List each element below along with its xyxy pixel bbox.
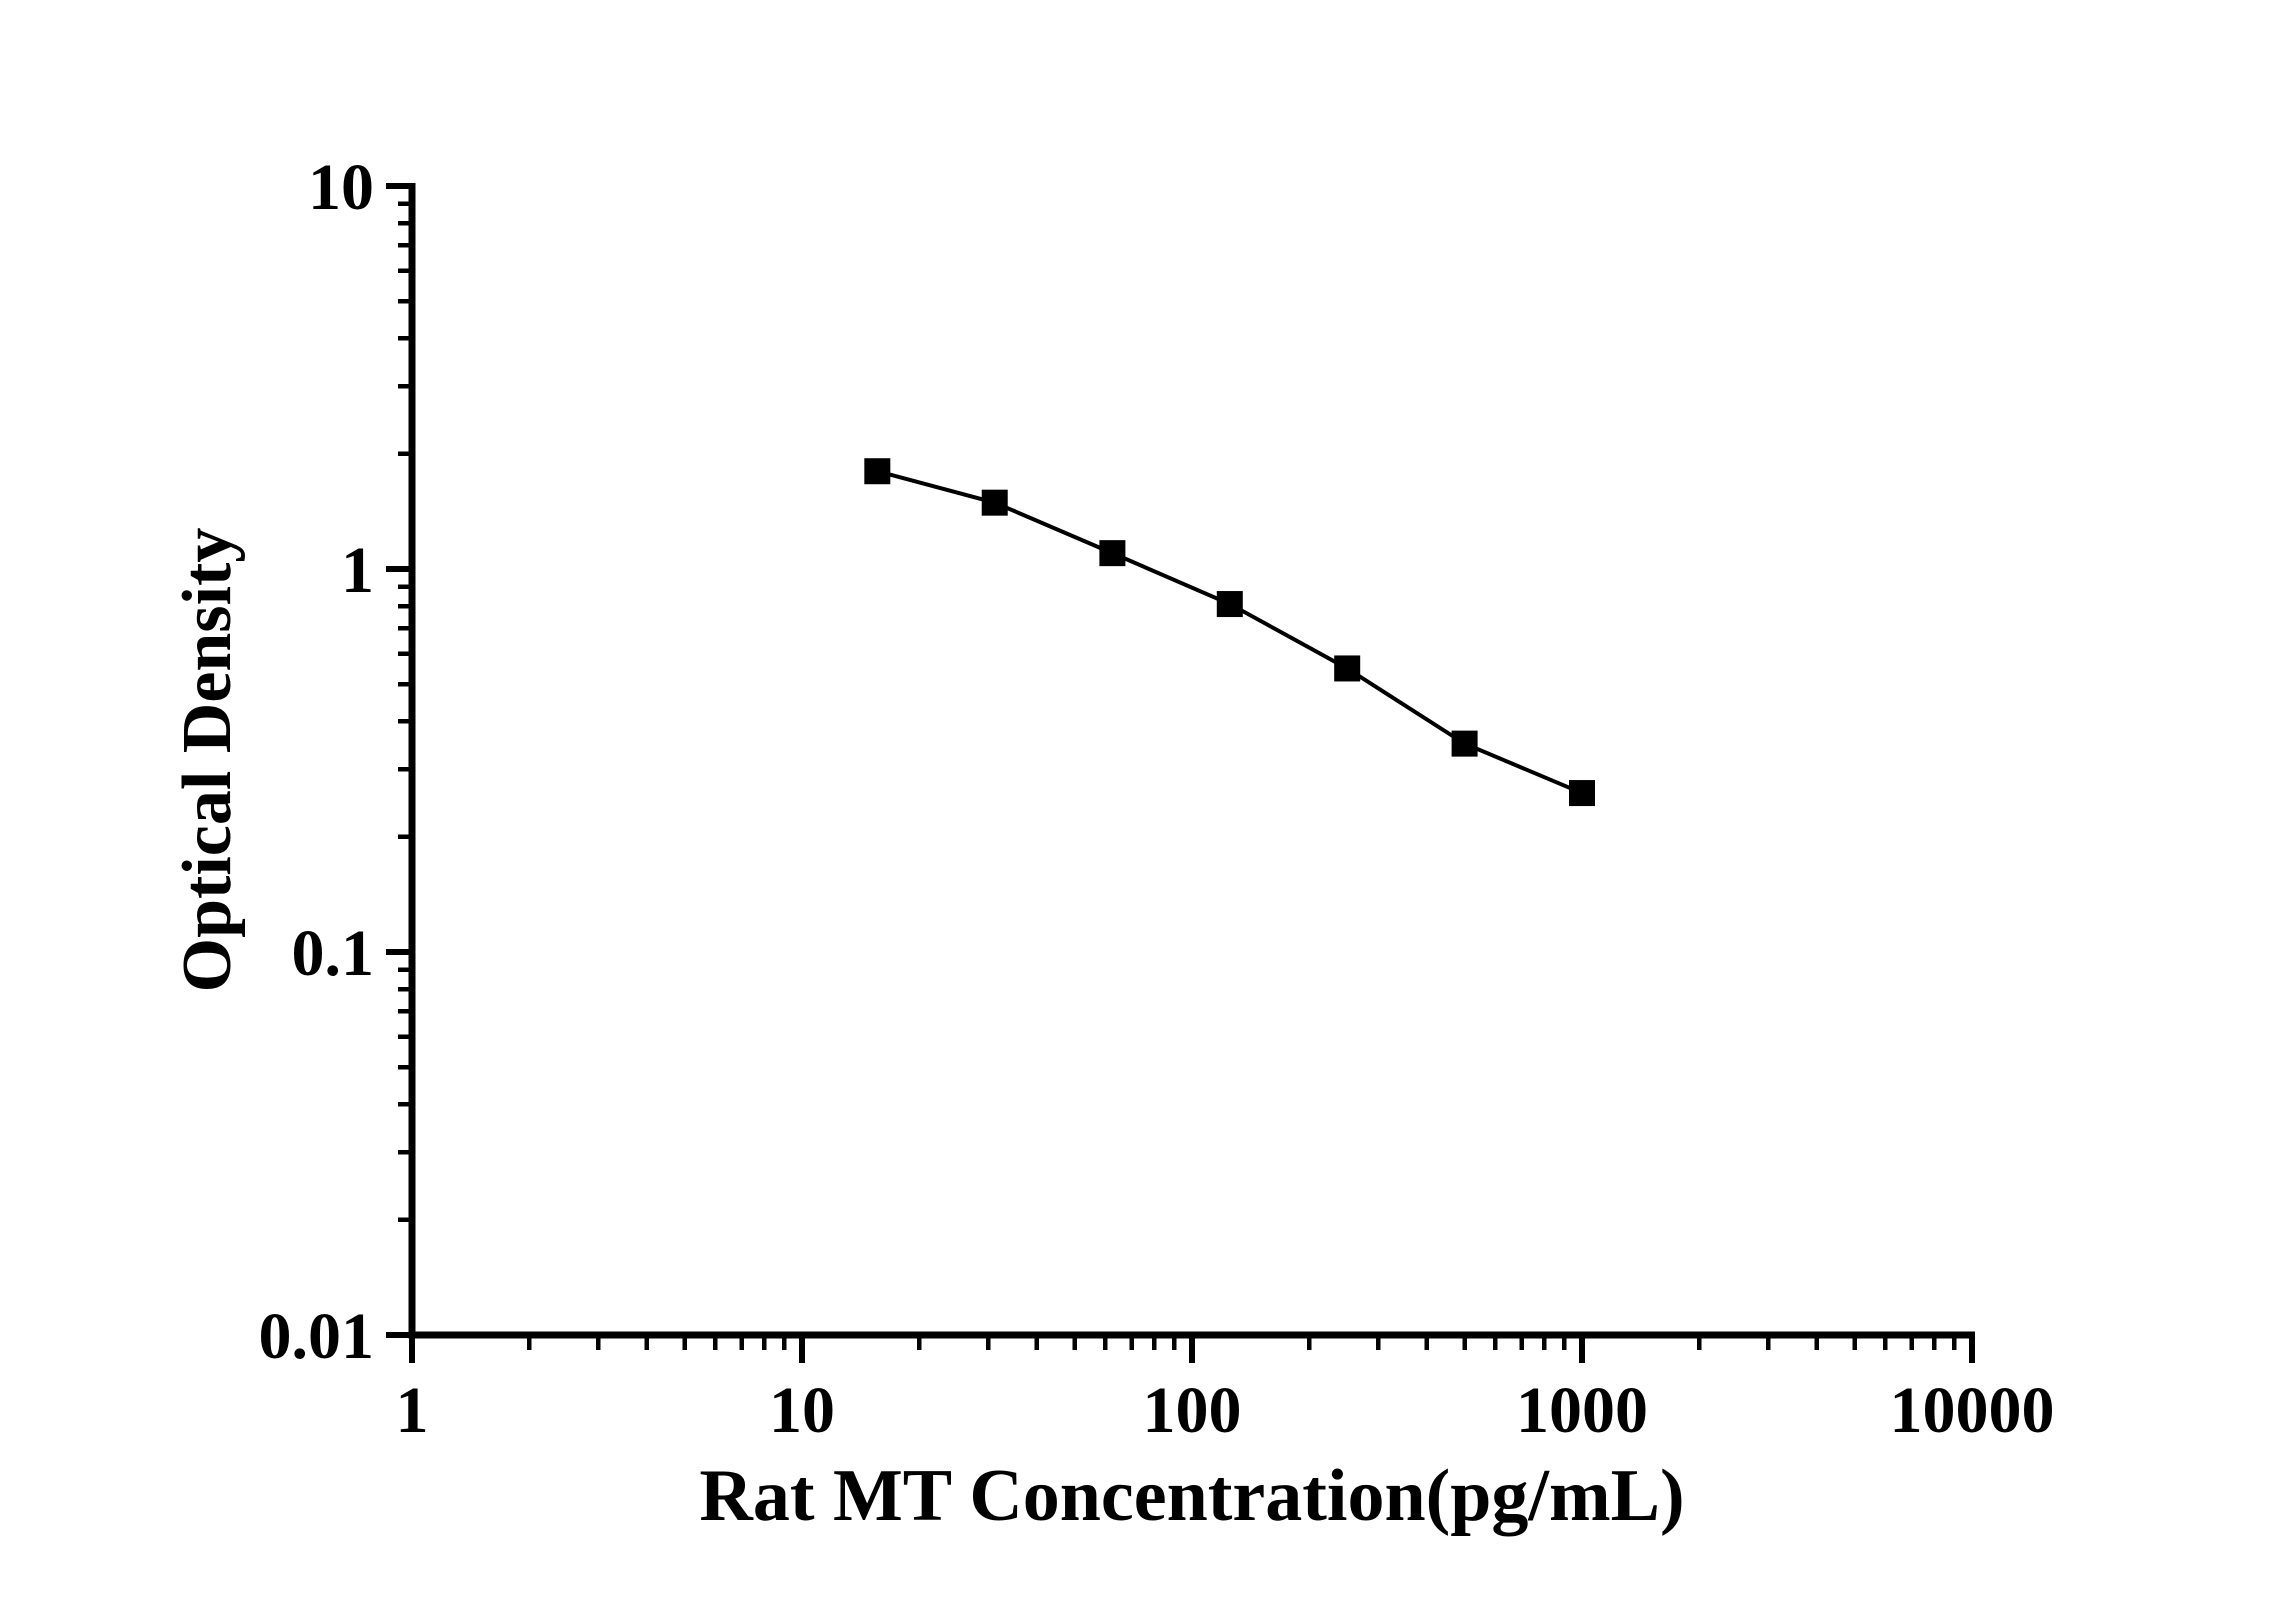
data-point-marker bbox=[1099, 540, 1126, 567]
x-tick-label: 100 bbox=[1143, 1374, 1242, 1447]
axis-titles: Rat MT Concentration(pg/mL) Optical Dens… bbox=[169, 528, 1685, 1537]
y-tick-label: 1 bbox=[341, 534, 374, 607]
y-axis-title: Optical Density bbox=[169, 528, 246, 993]
axes-layer: 10 1 0.1 0.01 1 10 100 1000 10000 bbox=[259, 151, 2055, 1447]
x-tick-label: 10000 bbox=[1890, 1374, 2055, 1447]
y-tick-label: 10 bbox=[308, 151, 374, 224]
y-tick-label: 0.01 bbox=[259, 1300, 375, 1373]
x-axis-title: Rat MT Concentration(pg/mL) bbox=[699, 1455, 1684, 1537]
data-point-marker bbox=[864, 458, 891, 485]
data-point-marker bbox=[981, 489, 1008, 516]
x-tick-label: 1000 bbox=[1516, 1374, 1648, 1447]
data-point-marker bbox=[1569, 780, 1595, 807]
data-point-marker bbox=[1451, 730, 1478, 757]
data-point-marker bbox=[1334, 655, 1361, 682]
x-tick-label: 10 bbox=[769, 1374, 835, 1447]
data-series-layer bbox=[864, 458, 1595, 807]
data-point-marker bbox=[1216, 591, 1243, 618]
x-tick-label: 1 bbox=[396, 1374, 429, 1447]
y-tick-label: 0.1 bbox=[292, 917, 375, 990]
